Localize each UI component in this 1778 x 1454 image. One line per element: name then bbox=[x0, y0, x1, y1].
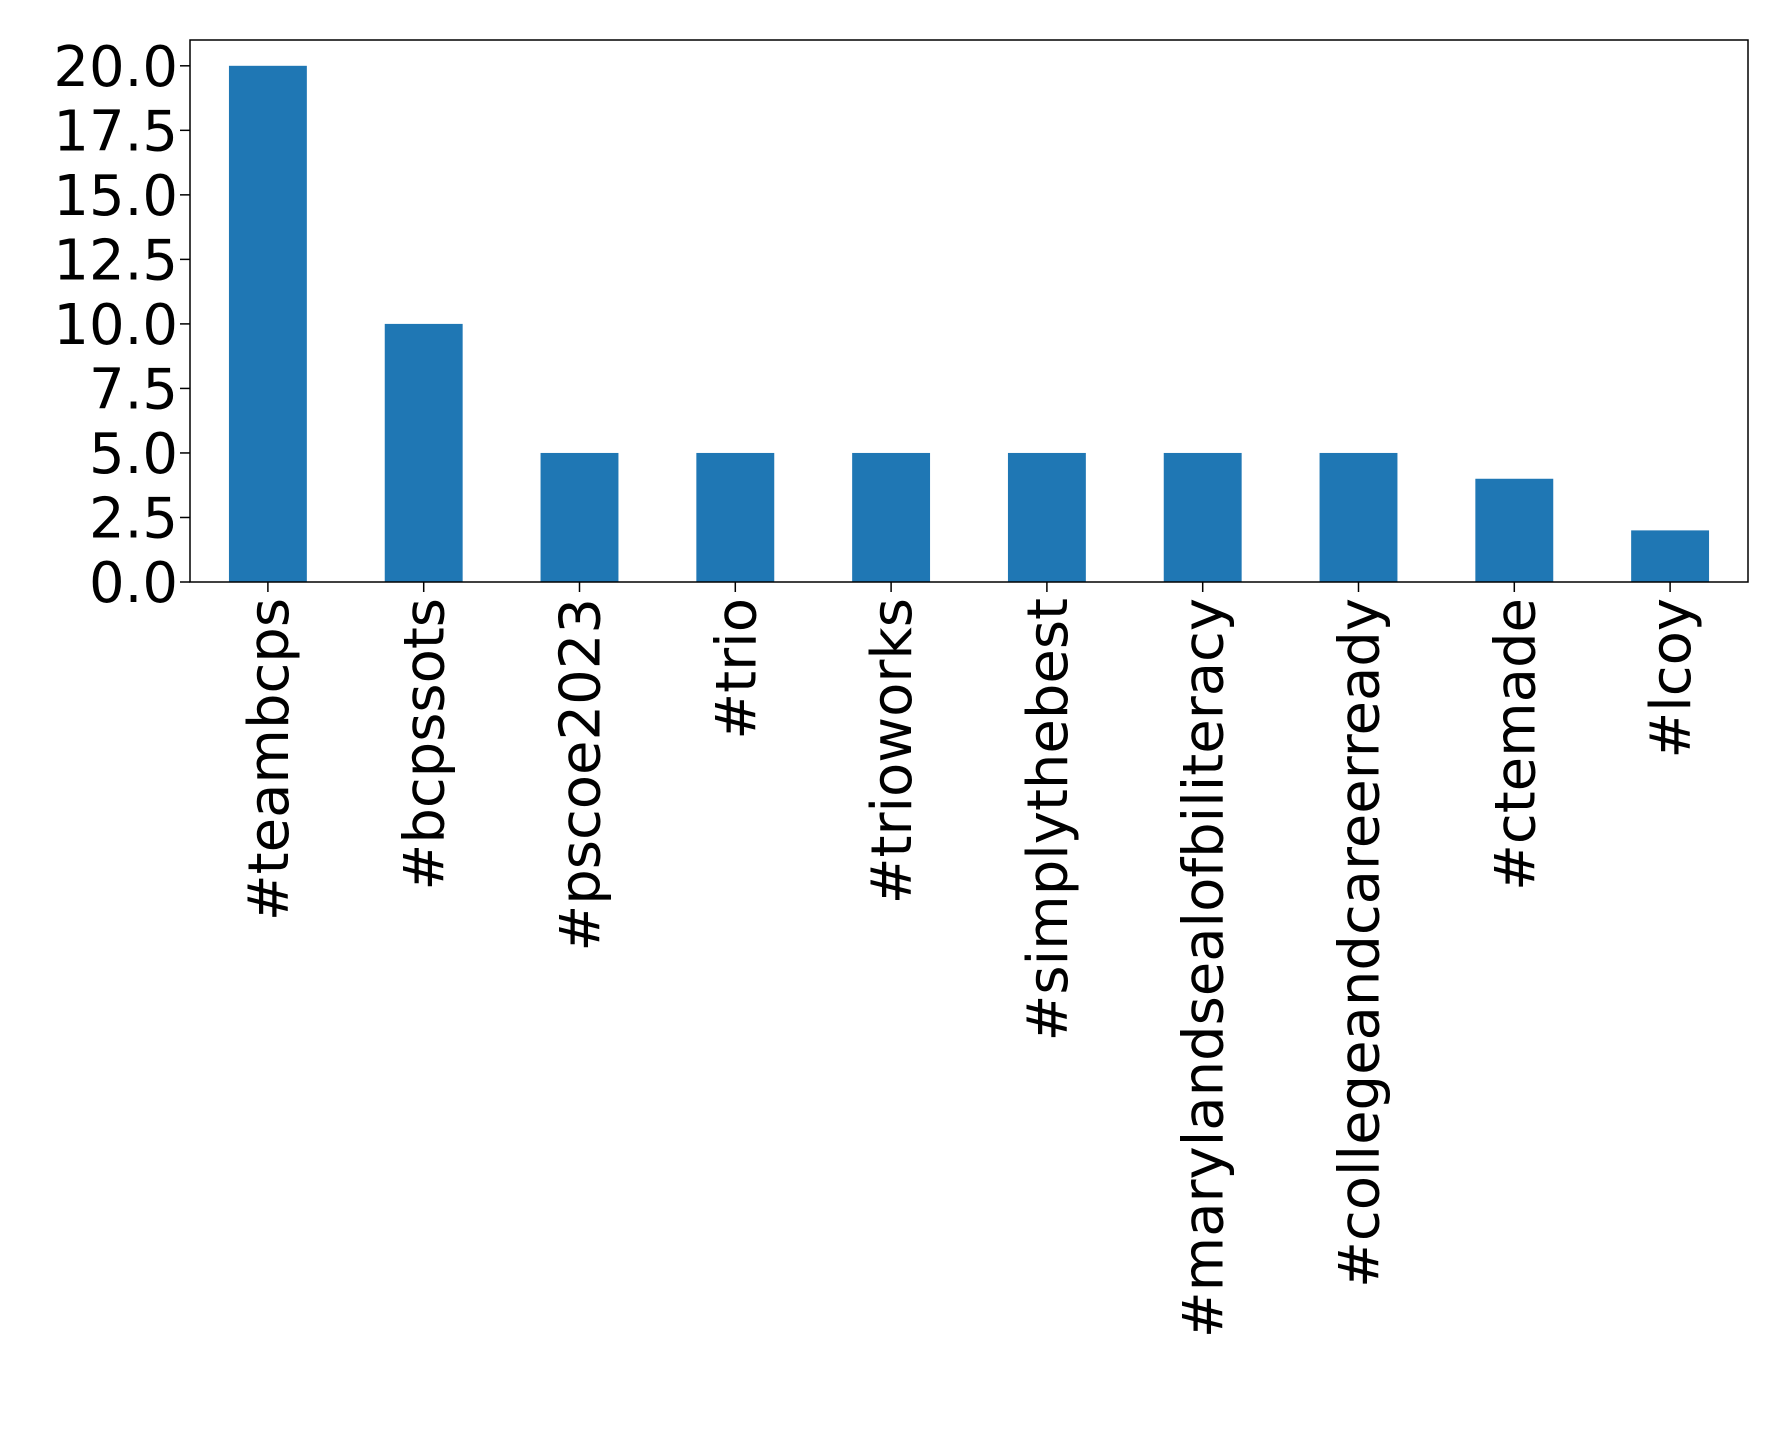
bar-9 bbox=[1631, 530, 1710, 582]
x-tick-label: #pscoe2023 bbox=[549, 598, 614, 952]
y-tick-label: 5.0 bbox=[89, 422, 178, 487]
bar-1 bbox=[384, 323, 463, 582]
y-tick-label: 2.5 bbox=[89, 486, 178, 551]
x-tick-label: #marylandsealofbiliteracy bbox=[1172, 598, 1237, 1338]
y-axis: 0.02.55.07.510.012.515.017.520.0 bbox=[53, 35, 190, 616]
y-tick-label: 12.5 bbox=[53, 228, 178, 293]
bar-7 bbox=[1319, 452, 1398, 582]
y-tick-label: 17.5 bbox=[53, 99, 178, 164]
y-tick-label: 20.0 bbox=[53, 35, 178, 100]
y-tick-label: 15.0 bbox=[53, 164, 178, 229]
x-tick-label: #ctemade bbox=[1483, 598, 1548, 891]
x-tick-label: #bcpssots bbox=[393, 598, 458, 891]
bar-3 bbox=[696, 452, 775, 582]
x-tick-label: #trio bbox=[704, 598, 769, 740]
bars-layer bbox=[228, 65, 1710, 582]
bar-4 bbox=[852, 452, 931, 582]
bar-2 bbox=[540, 452, 619, 582]
x-tick-label: #teambcps bbox=[237, 598, 302, 921]
y-tick-label: 0.0 bbox=[89, 551, 178, 616]
y-tick-label: 10.0 bbox=[53, 293, 178, 358]
y-tick-label: 7.5 bbox=[89, 357, 178, 422]
bar-0 bbox=[228, 65, 307, 582]
bar-5 bbox=[1007, 452, 1086, 582]
bar-8 bbox=[1475, 478, 1554, 582]
x-tick-label: #simplythebest bbox=[1016, 598, 1081, 1042]
x-tick-label: #lcoy bbox=[1639, 598, 1704, 759]
x-tick-label: #trioworks bbox=[860, 598, 925, 904]
x-tick-label: #collegeandcareerready bbox=[1328, 598, 1393, 1288]
x-axis: #teambcps #bcpssots #pscoe2023 #trio #triowo… bbox=[237, 582, 1704, 1338]
bar-6 bbox=[1163, 452, 1242, 582]
plot-frame bbox=[189, 39, 1749, 583]
